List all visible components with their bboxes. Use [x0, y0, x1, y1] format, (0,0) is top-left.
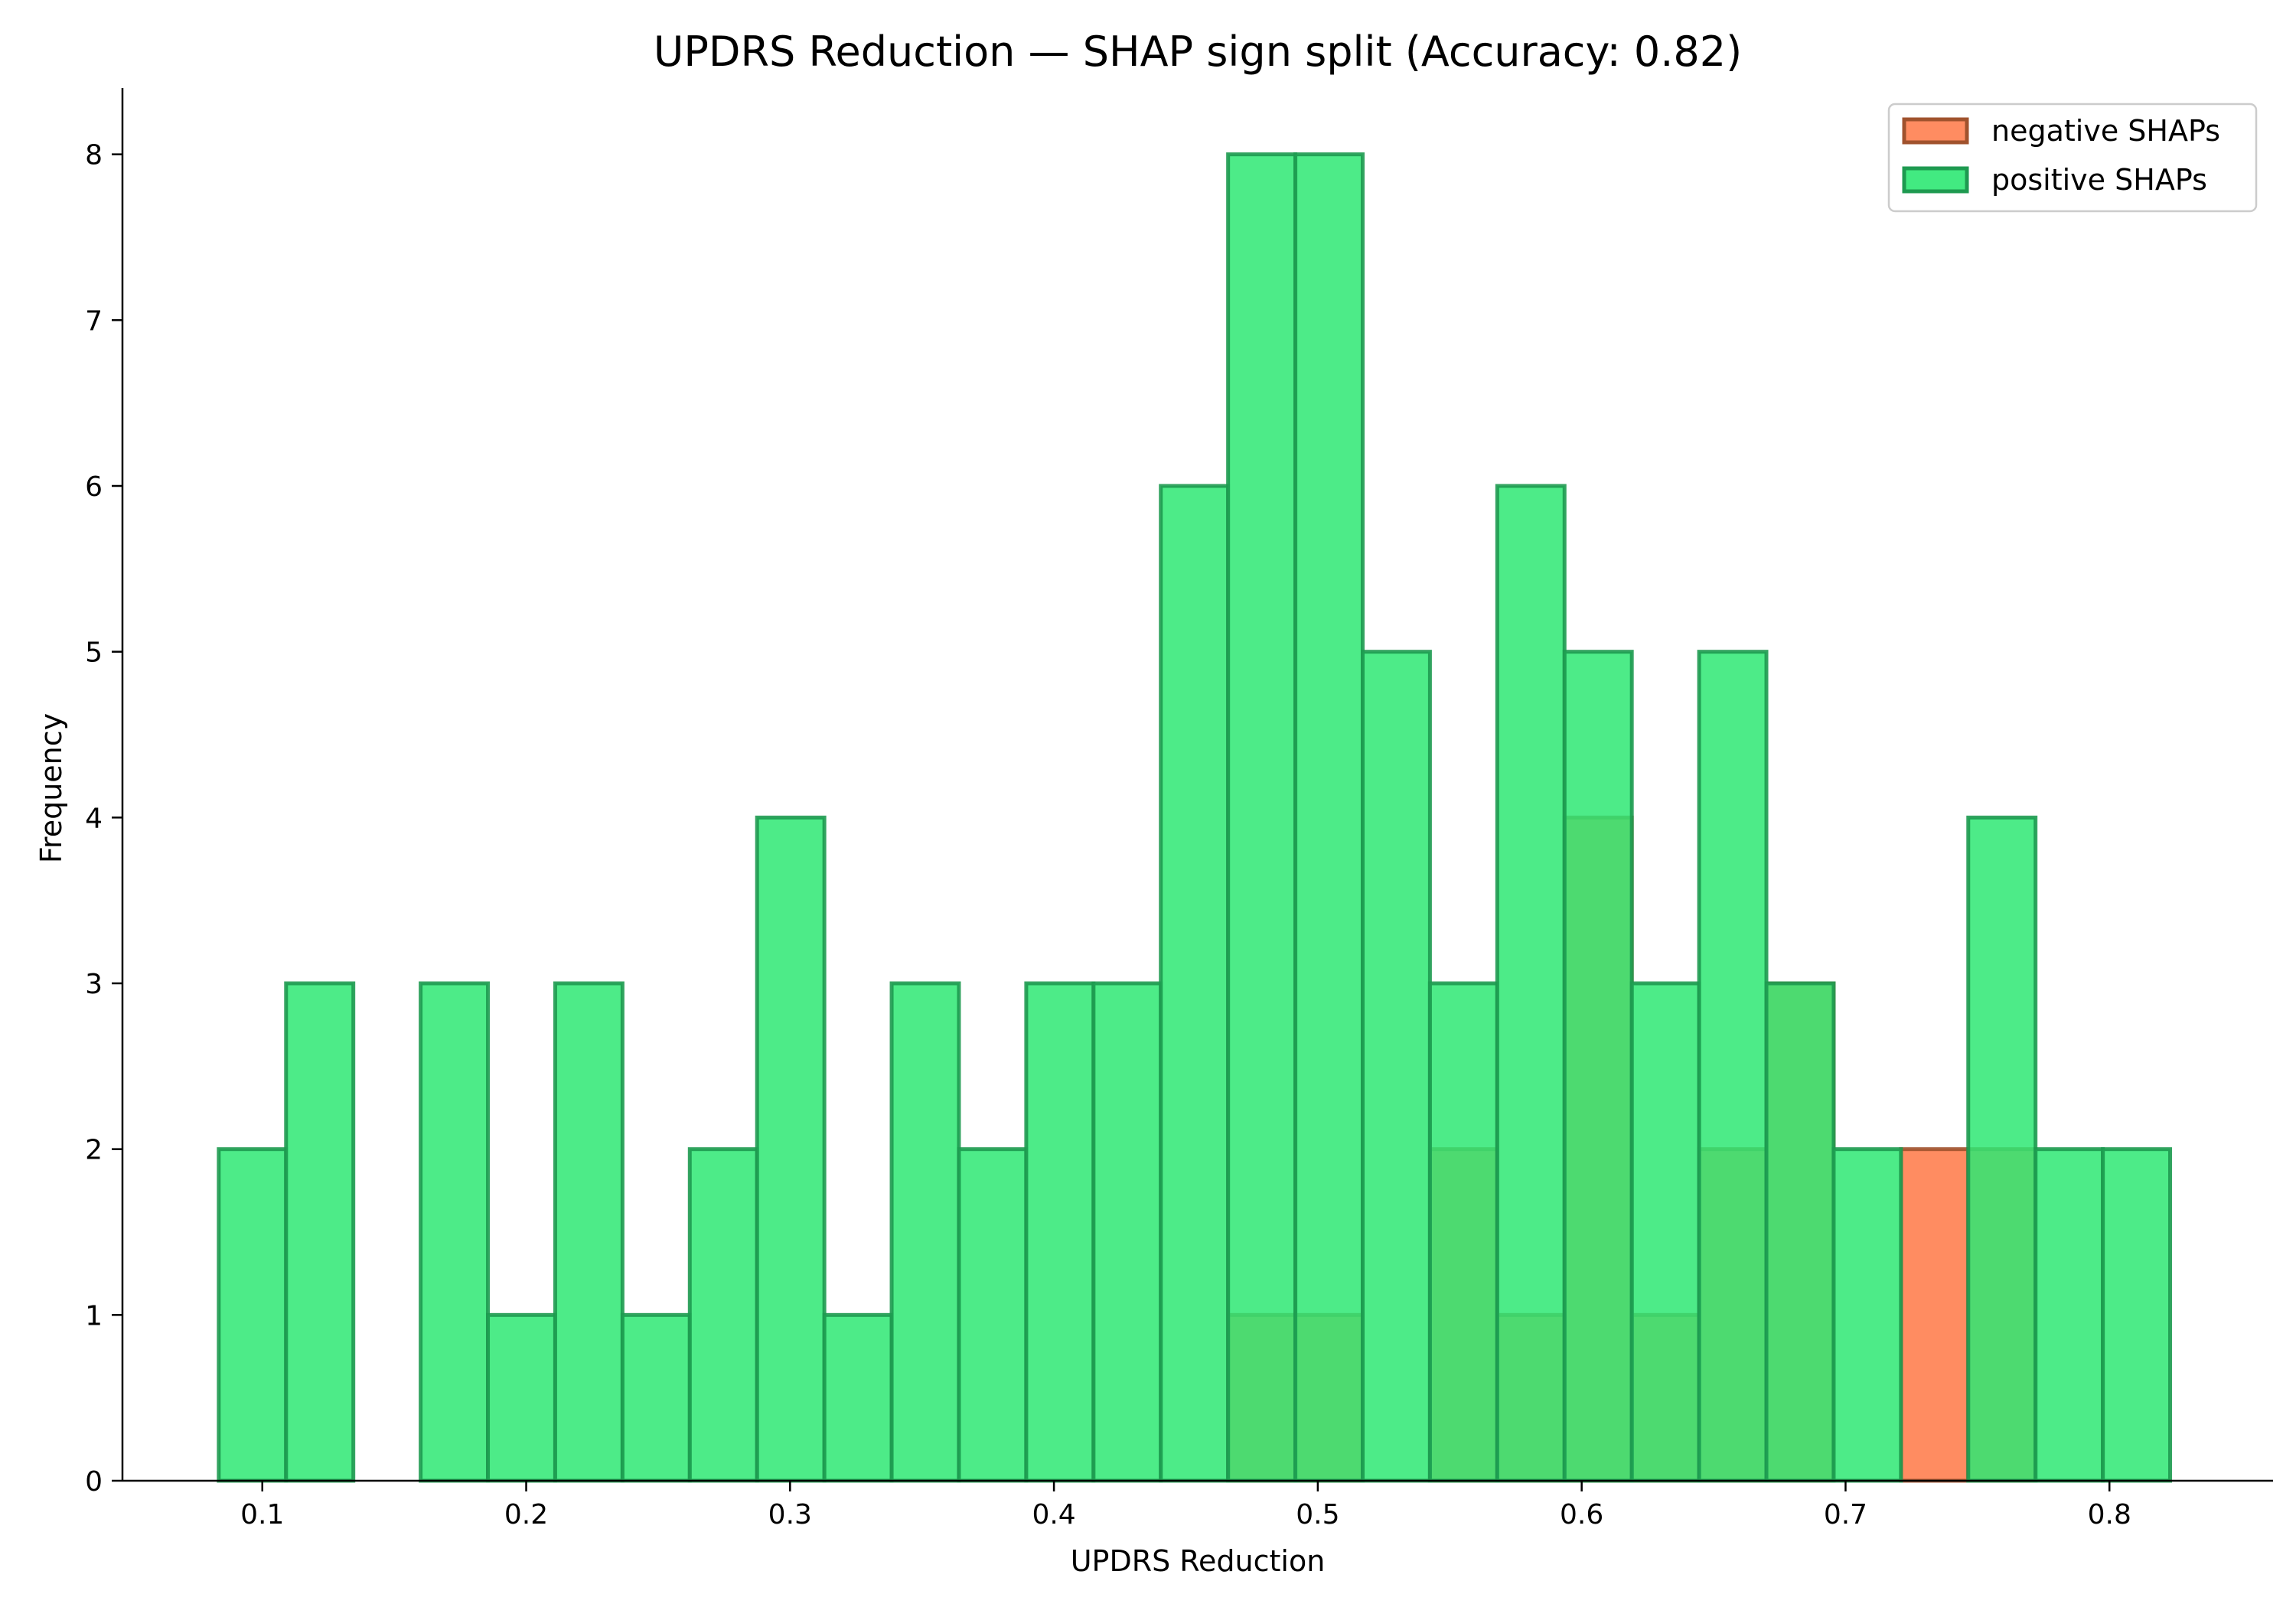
chart-title: UPDRS Reduction — SHAP sign split (Accur…	[654, 28, 1742, 76]
bar-positive-12	[1024, 981, 1096, 1483]
y-tick-label-5: 5	[85, 637, 103, 669]
bar-positive-15	[1226, 152, 1298, 1483]
legend-swatch-positive	[1902, 166, 1969, 194]
bar-positive-27	[2033, 1147, 2105, 1483]
bar-positive-26	[1966, 815, 2038, 1483]
bar-positive-24	[1831, 1147, 1903, 1483]
bar-positive-17	[1360, 650, 1432, 1483]
bar-positive-4	[486, 1312, 557, 1483]
y-tick-label-3: 3	[85, 969, 103, 1000]
x-tick-label-4: 0.5	[1296, 1499, 1339, 1530]
bar-positive-8	[755, 815, 827, 1483]
axes-layer: 0.1 0.2 0.3 0.4 0.5 0.6 0.7 0.8 0 1 2 3 4 5 6 7 8	[85, 88, 2273, 1530]
bar-positive-6	[620, 1312, 692, 1483]
bar-positive-28	[2101, 1147, 2173, 1483]
y-tick-label-0: 0	[85, 1466, 103, 1498]
legend-swatch-negative	[1902, 117, 1969, 145]
bar-positive-16	[1293, 152, 1365, 1483]
bar-positive-1	[284, 981, 356, 1483]
bar-positive-22	[1697, 650, 1769, 1483]
bar-positive-20	[1562, 650, 1634, 1483]
legend-box	[1887, 103, 2258, 213]
bar-positive-18	[1427, 981, 1499, 1483]
x-tick-label-1: 0.2	[504, 1499, 548, 1530]
y-tick-label-7: 7	[85, 305, 103, 337]
bars-layer	[217, 152, 2173, 1483]
y-tick-label-6: 6	[85, 471, 103, 503]
y-tick-label-8: 8	[85, 140, 103, 171]
bar-positive-5	[553, 981, 625, 1483]
bar-positive-13	[1091, 981, 1163, 1483]
bar-positive-21	[1629, 981, 1701, 1483]
bar-positive-23	[1764, 981, 1836, 1483]
x-tick-label-3: 0.4	[1032, 1499, 1075, 1530]
bar-positive-19	[1495, 484, 1567, 1483]
legend-label-positive: positive SHAPs	[1991, 163, 2207, 197]
bar-positive-10	[889, 981, 961, 1483]
x-tick-label-2: 0.3	[768, 1499, 812, 1530]
x-tick-label-7: 0.8	[2088, 1499, 2131, 1530]
bar-negative-25	[1899, 1147, 1971, 1483]
x-axis-label: UPDRS Reduction	[1071, 1544, 1326, 1578]
y-tick-label-4: 4	[85, 803, 103, 834]
legend-label-negative: negative SHAPs	[1991, 114, 2220, 148]
legend: negative SHAPs positive SHAPs	[1887, 103, 2258, 213]
y-tick-label-1: 1	[85, 1300, 103, 1332]
bar-positive-9	[822, 1312, 894, 1483]
bar-positive-0	[217, 1147, 289, 1483]
bar-positive-14	[1159, 484, 1231, 1483]
x-tick-label-5: 0.6	[1560, 1499, 1603, 1530]
bar-positive-7	[687, 1147, 759, 1483]
y-axis-label: Frequency	[34, 713, 68, 863]
bar-positive-11	[957, 1147, 1029, 1483]
bar-positive-3	[419, 981, 491, 1483]
x-tick-label-0: 0.1	[240, 1499, 284, 1530]
y-tick-label-2: 2	[85, 1135, 103, 1166]
x-tick-label-6: 0.7	[1824, 1499, 1867, 1530]
